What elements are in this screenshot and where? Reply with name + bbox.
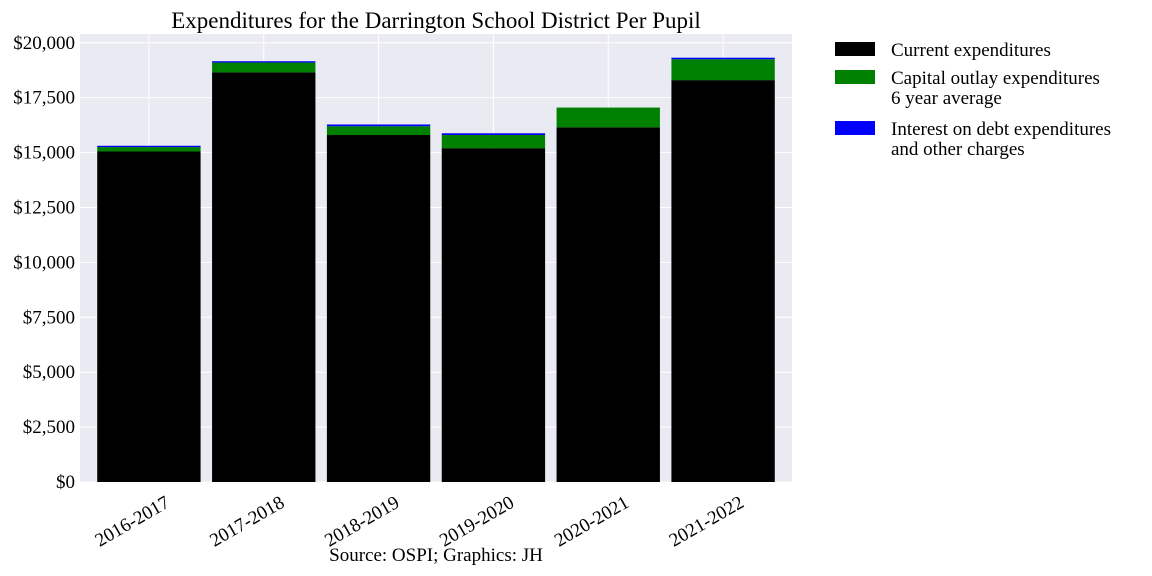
bar-segment (556, 127, 660, 482)
y-tick-label: $15,000 (13, 143, 75, 164)
bar-segment (671, 57, 775, 60)
y-tick-label: $2,500 (23, 417, 75, 438)
legend-label: Current expenditures (891, 40, 1051, 61)
bar-segment (326, 135, 431, 483)
x-tick-label: 2021-2022 (666, 492, 748, 551)
source-note: Source: OSPI; Graphics: JH (329, 545, 543, 566)
bar-segment (441, 135, 546, 149)
legend-label: Capital outlay expenditures 6 year averag… (891, 68, 1100, 109)
bar-segment (212, 72, 316, 483)
bar-segment (441, 133, 546, 136)
chart-title: Expenditures for the Darrington School D… (171, 8, 701, 33)
y-axis-ticks: $0 $2,500 $5,000 $7,500 $10,000 $12,500 $15,00… (13, 33, 75, 493)
x-axis-ticks: 2016-2017 2017-2018 2018-2019 2019-2020 2020… (92, 492, 748, 551)
bar-segment (326, 124, 431, 127)
bar-segment (556, 107, 660, 128)
legend-swatch (835, 70, 875, 84)
bar-segment (326, 126, 431, 136)
legend-swatch (835, 121, 875, 135)
bar-segment (97, 147, 201, 152)
y-tick-label: $12,500 (13, 197, 75, 218)
x-tick-label: 2017-2018 (206, 492, 288, 551)
y-tick-label: $0 (56, 472, 75, 493)
y-tick-label: $20,000 (13, 33, 75, 54)
bars (97, 57, 775, 483)
y-tick-label: $5,000 (23, 362, 75, 383)
bar-segment (97, 151, 201, 483)
bar-segment (212, 62, 316, 73)
x-tick-label: 2016-2017 (92, 492, 174, 551)
bar-segment (671, 80, 775, 482)
y-tick-label: $17,500 (13, 88, 75, 109)
x-tick-label: 2018-2019 (321, 492, 403, 551)
bar-segment (441, 148, 546, 482)
bar-segment (212, 61, 316, 63)
legend-label: Interest on debt expenditures and other c… (891, 119, 1111, 160)
x-tick-label: 2019-2020 (436, 492, 518, 551)
legend-swatch (835, 42, 875, 56)
bar-segment (671, 59, 775, 81)
legend: Current expenditures Capital outlay expen… (835, 40, 1111, 160)
x-tick-label: 2020-2021 (551, 492, 633, 551)
y-tick-label: $10,000 (13, 252, 75, 273)
bar-segment (97, 145, 201, 148)
y-tick-label: $7,500 (23, 307, 75, 328)
